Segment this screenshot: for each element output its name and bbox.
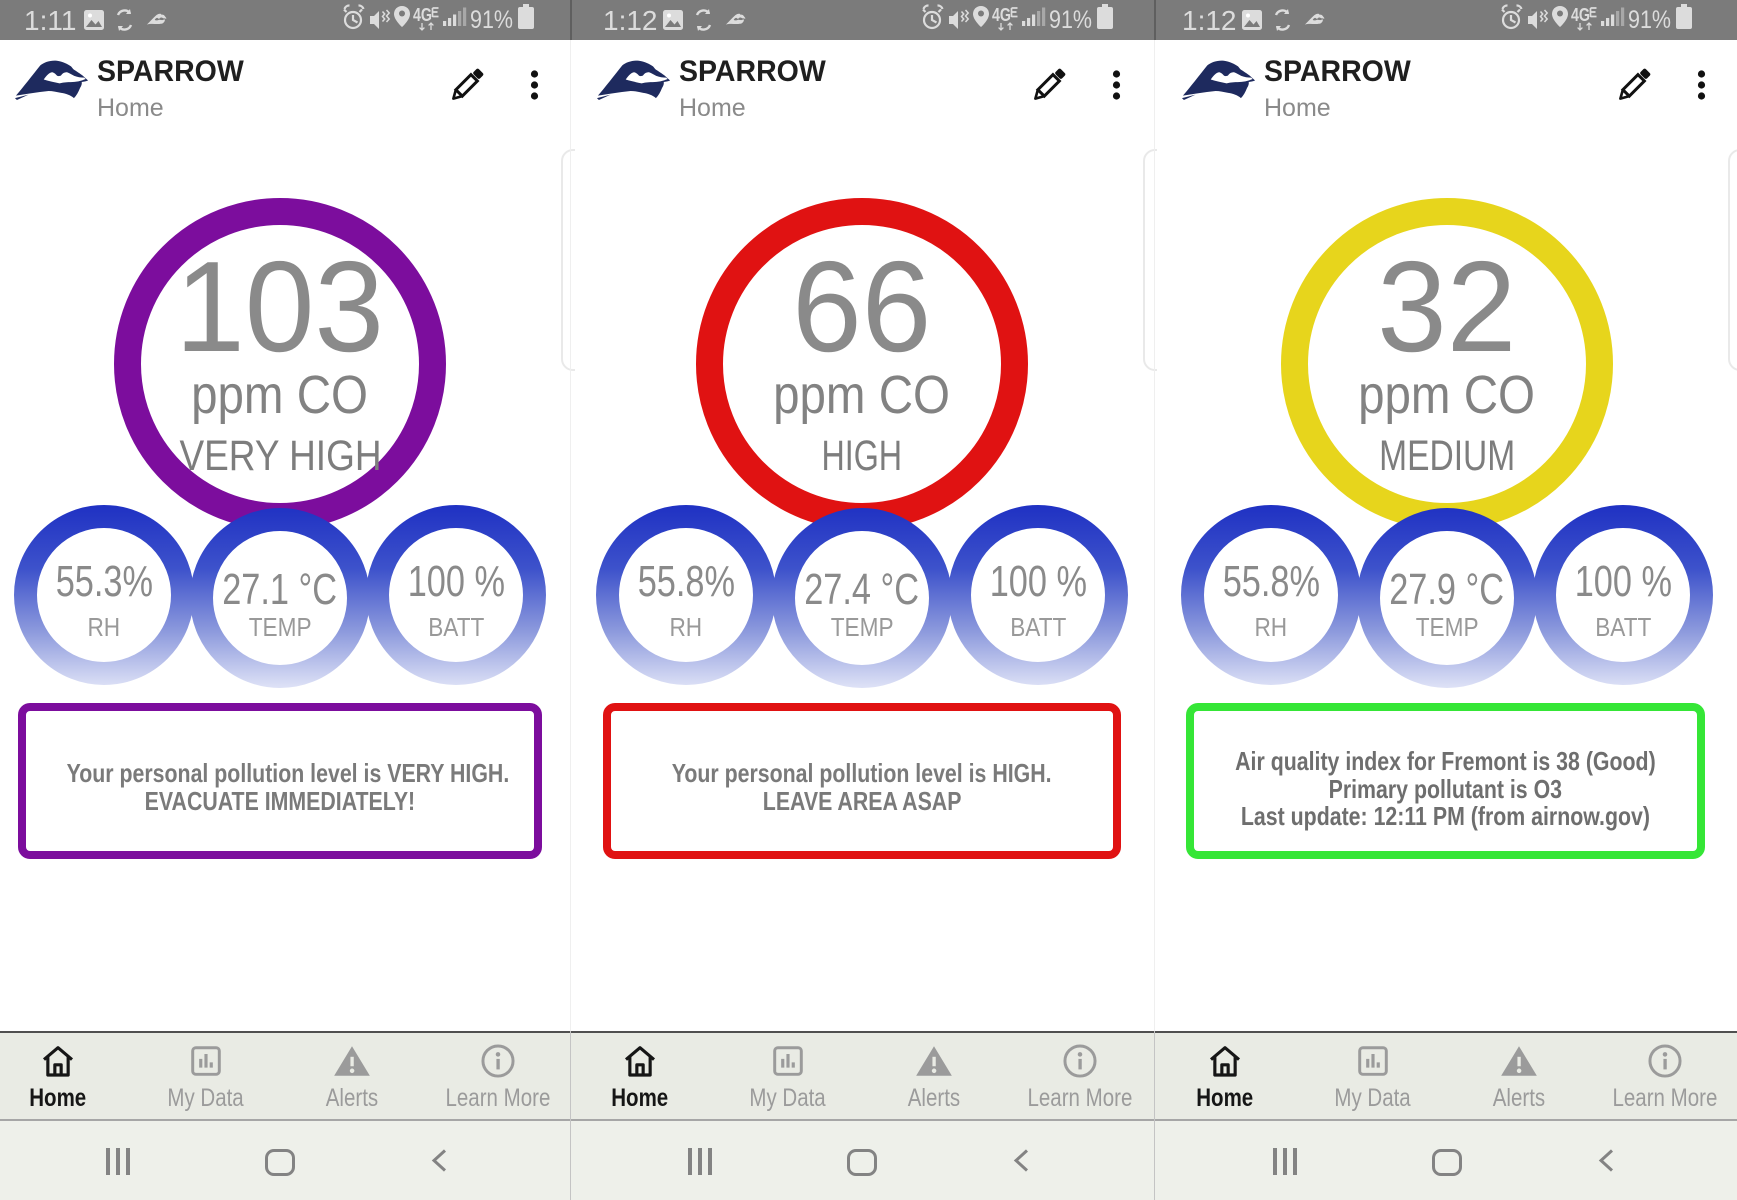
svg-text:91%: 91% <box>1628 6 1671 34</box>
svg-text:91%: 91% <box>1049 6 1092 34</box>
svg-text:4G: 4G <box>413 5 432 25</box>
svg-text:1:11: 1:11 <box>24 5 76 36</box>
svg-text:91%: 91% <box>470 6 513 34</box>
svg-text:4G: 4G <box>992 5 1011 25</box>
svg-text:4G: 4G <box>1571 5 1590 25</box>
svg-text:1:12: 1:12 <box>1182 5 1237 36</box>
svg-text:1:12: 1:12 <box>603 5 658 36</box>
